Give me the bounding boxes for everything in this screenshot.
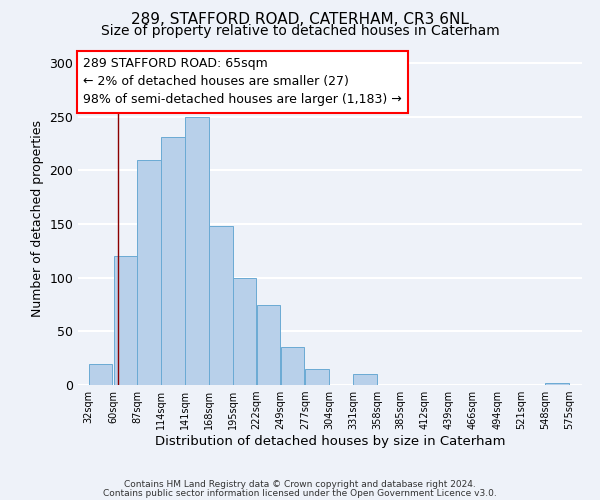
Bar: [89, 364, 112, 385]
Text: Contains HM Land Registry data © Crown copyright and database right 2024.: Contains HM Land Registry data © Crown c…: [124, 480, 476, 489]
Bar: [257, 304, 280, 385]
Bar: [137, 160, 161, 385]
Bar: [353, 374, 377, 385]
Text: Contains public sector information licensed under the Open Government Licence v3: Contains public sector information licen…: [103, 489, 497, 498]
Bar: [545, 383, 569, 385]
Text: 289 STAFFORD ROAD: 65sqm
← 2% of detached houses are smaller (27)
98% of semi-de: 289 STAFFORD ROAD: 65sqm ← 2% of detache…: [83, 58, 402, 106]
Bar: [185, 117, 209, 385]
Bar: [305, 369, 329, 385]
Text: 289, STAFFORD ROAD, CATERHAM, CR3 6NL: 289, STAFFORD ROAD, CATERHAM, CR3 6NL: [131, 12, 469, 28]
Bar: [233, 278, 256, 385]
Text: Size of property relative to detached houses in Caterham: Size of property relative to detached ho…: [101, 24, 499, 38]
Y-axis label: Number of detached properties: Number of detached properties: [31, 120, 44, 318]
Bar: [281, 348, 304, 385]
X-axis label: Distribution of detached houses by size in Caterham: Distribution of detached houses by size …: [155, 435, 505, 448]
Bar: [209, 226, 233, 385]
Bar: [161, 137, 185, 385]
Bar: [113, 256, 137, 385]
